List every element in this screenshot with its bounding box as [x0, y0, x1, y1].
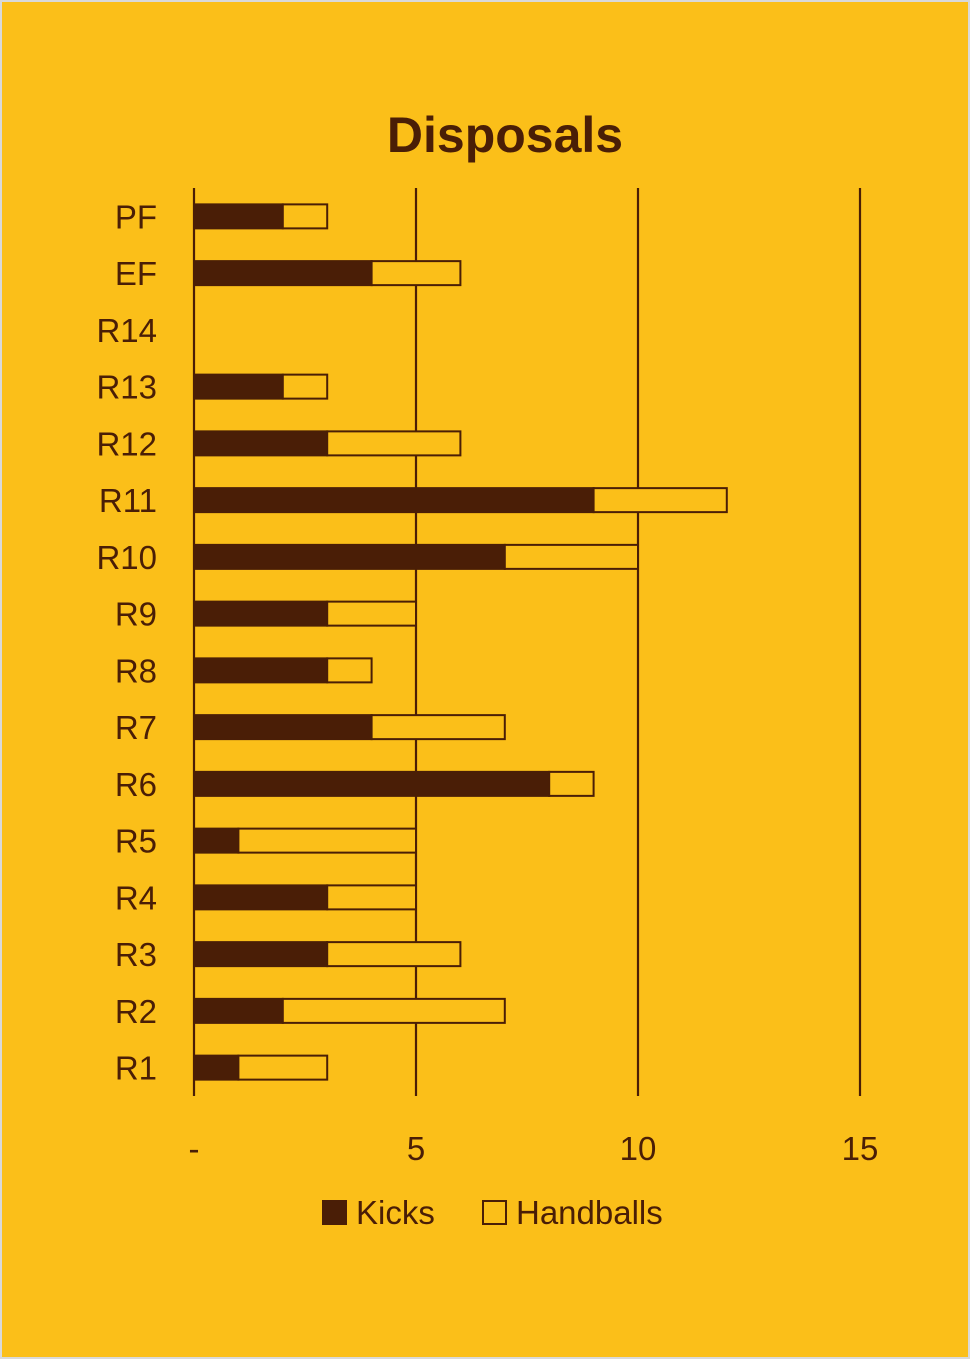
bar-handballs-r3 [326, 941, 462, 968]
x-axis-labels: - 5 10 15 [189, 1130, 879, 1167]
bar-handballs-r11 [592, 487, 728, 514]
category-label: R4 [115, 879, 157, 916]
legend-swatch-handballs [482, 1200, 507, 1225]
bar-handballs-r6 [548, 770, 595, 797]
category-label: R8 [115, 652, 157, 689]
bar-handballs-r2 [281, 997, 506, 1024]
bar-kicks-r7 [193, 714, 373, 741]
bar-handballs-r1 [237, 1054, 329, 1081]
category-label: R5 [115, 823, 157, 860]
bar-handballs-r10 [503, 543, 639, 570]
category-label: R6 [115, 766, 157, 803]
legend-label-handballs: Handballs [516, 1194, 663, 1231]
bar-kicks-r8 [193, 657, 329, 684]
bar-handballs-r9 [326, 600, 418, 627]
bar-handballs-ef [370, 260, 462, 287]
category-label: R12 [96, 425, 157, 462]
legend: Kicks Handballs [322, 1194, 663, 1231]
legend-label-kicks: Kicks [356, 1194, 435, 1231]
category-label: R7 [115, 709, 157, 746]
y-axis-labels: R1 R2 R3 R4 R5 R6 R7 R8 R9 R10 R11 R12 R13 R14 EF PF [96, 198, 157, 1086]
legend-swatch-kicks [322, 1200, 347, 1225]
bar-kicks-r4 [193, 884, 329, 911]
category-label: R13 [96, 369, 157, 406]
category-label: R3 [115, 936, 157, 973]
bar-kicks-r3 [193, 941, 329, 968]
category-label: R2 [115, 993, 157, 1030]
bar-handballs-r5 [237, 827, 417, 854]
category-label: PF [115, 198, 157, 235]
x-tick-label: 10 [620, 1130, 657, 1167]
bars [193, 203, 728, 1081]
x-tick-label: 5 [407, 1130, 425, 1167]
category-label: R10 [96, 539, 157, 576]
bar-handballs-pf [281, 203, 329, 230]
bar-kicks-r9 [193, 600, 329, 627]
bar-kicks-pf [193, 203, 284, 230]
category-label: EF [115, 255, 157, 292]
bar-kicks-r2 [193, 997, 284, 1024]
bar-kicks-r6 [193, 770, 551, 797]
bar-kicks-ef [193, 260, 373, 287]
bar-handballs-r4 [326, 884, 418, 911]
chart-title: Disposals [387, 107, 623, 163]
category-label: R14 [96, 312, 157, 349]
bar-kicks-r12 [193, 430, 329, 457]
bar-kicks-r11 [193, 487, 595, 514]
bar-handballs-r13 [281, 373, 329, 400]
x-tick-label: 15 [842, 1130, 879, 1167]
category-label: R11 [99, 482, 157, 519]
bar-kicks-r5 [193, 827, 240, 854]
bar-handballs-r12 [326, 430, 462, 457]
category-label: R9 [115, 596, 157, 633]
bar-handballs-r7 [370, 714, 506, 741]
bar-kicks-r13 [193, 373, 284, 400]
category-label: R1 [115, 1050, 157, 1087]
x-tick-label: - [189, 1130, 200, 1167]
bar-kicks-r10 [193, 543, 506, 570]
bar-kicks-r1 [193, 1054, 240, 1081]
bar-handballs-r8 [326, 657, 373, 684]
